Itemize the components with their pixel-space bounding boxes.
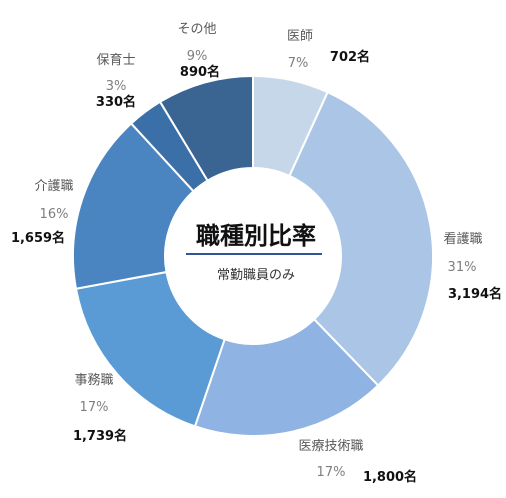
label-category-2: 医療技術職 <box>298 439 363 454</box>
label-category-4: 介護職 <box>34 178 73 194</box>
donut-slice-1 <box>288 90 434 387</box>
donut-slice-2 <box>193 317 380 437</box>
label-category-1: 看護職 <box>443 231 482 247</box>
donut-slice-4 <box>72 122 195 290</box>
donut-slice-6 <box>158 74 254 182</box>
label-count-1: 3,194名 <box>448 286 502 302</box>
chart-title: 職種別比率 <box>196 222 316 250</box>
label-category-3: 事務職 <box>74 373 113 388</box>
label-count-5: 330名 <box>96 94 136 110</box>
label-category-0: 医師 <box>287 29 313 44</box>
donut-slices <box>72 74 434 437</box>
label-percent-3: 17% <box>80 400 109 415</box>
donut-slice-3 <box>74 270 226 428</box>
label-percent-6: 9% <box>187 49 208 64</box>
label-category-6: その他 <box>177 22 216 37</box>
label-count-0: 702名 <box>330 49 370 65</box>
label-count-4: 1,659名 <box>11 230 65 246</box>
label-percent-2: 17% <box>317 465 346 480</box>
label-category-5: 保育士 <box>96 52 135 68</box>
label-percent-5: 3% <box>106 79 127 94</box>
label-percent-1: 31% <box>448 260 477 275</box>
label-count-6: 890名 <box>180 64 220 80</box>
chart-subtitle: 常勤職員のみ <box>217 268 295 283</box>
label-percent-4: 16% <box>40 207 69 222</box>
label-count-2: 1,800名 <box>363 469 417 485</box>
label-percent-0: 7% <box>288 56 309 71</box>
label-count-3: 1,739名 <box>73 428 127 444</box>
